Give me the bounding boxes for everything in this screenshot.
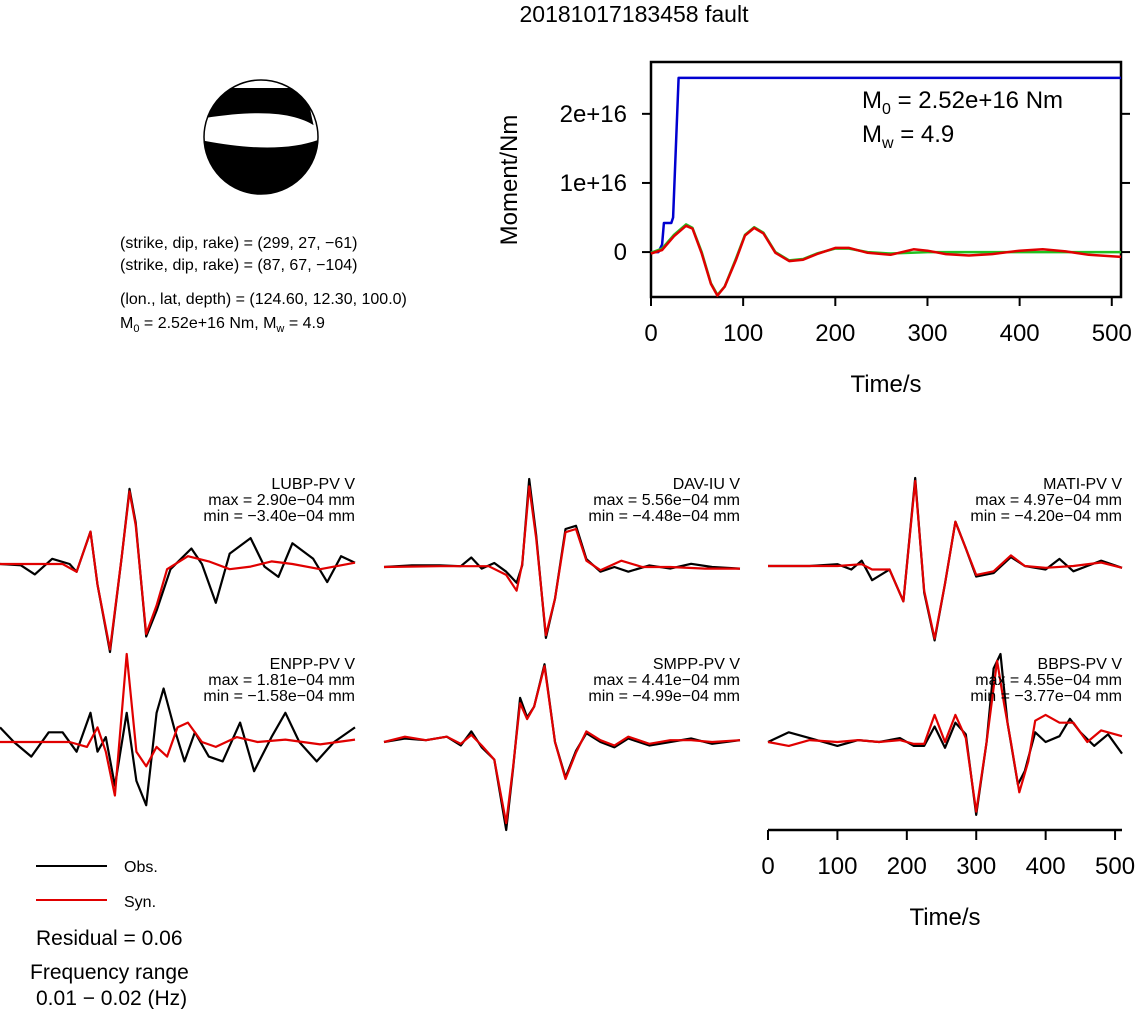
moment-plot-series — [650, 76, 1122, 297]
moment-plot-axes: 0 100 200 300 400 500 0 1e+16 2e+16 — [560, 101, 1132, 347]
legend-obs-label: Obs. — [124, 859, 158, 876]
mechanism-line-4: M0 = 2.52e+16 Nm, Mw = 4.9 — [120, 315, 325, 335]
mechanism-line-2: (strike, dip, rake) = (87, 67, −104) — [120, 257, 357, 274]
dav-iu-v-station-label: DAV-IU V — [673, 476, 741, 493]
moment-rate-green-line — [650, 223, 1121, 297]
moment-plot: 0 100 200 300 400 500 0 1e+16 2e+16 Moment/Nm Ti… — [496, 60, 1132, 398]
mechanism-line-3: (lon., lat, depth) = (124.60, 12.30, 100… — [120, 291, 407, 308]
moment-x-tick-label: 300 — [907, 320, 947, 347]
mati-pv-v-max-label: max = 4.97e−04 mm — [975, 492, 1122, 509]
moment-plot-ylabel: Moment/Nm — [496, 115, 523, 246]
lubp-pv-v-station-label: LUBP-PV V — [271, 476, 355, 493]
moment-plot-frame — [649, 60, 1123, 299]
bbps-pv-v-min-label: min = −3.77e−04 mm — [970, 688, 1122, 705]
mati-pv-v-synthetic-trace — [768, 479, 1123, 640]
frequency-range-value: 0.01 − 0.02 (Hz) — [36, 987, 187, 1009]
moment-y-tick-label: 2e+16 — [560, 101, 627, 128]
bbps-pv-v-station-label: BBPS-PV V — [1038, 656, 1123, 673]
time-axis-tick-label: 400 — [1026, 853, 1066, 880]
mati-pv-v-station-label: MATI-PV V — [1043, 476, 1122, 493]
mati-pv-v-min-label: min = −4.20e−04 mm — [970, 508, 1122, 525]
bbps-pv-v-synthetic-trace — [767, 659, 1123, 813]
moment-y-tick-label: 0 — [614, 239, 627, 266]
smpp-pv-v-max-label: max = 4.41e−04 mm — [593, 672, 740, 689]
moment-x-tick-label: 100 — [723, 320, 763, 347]
beachball-icon — [203, 79, 319, 195]
time-axis-tick-label: 200 — [887, 853, 927, 880]
moment-plot-m0-annotation: M0 = 2.52e+16 Nm — [862, 87, 1063, 118]
moment-rate-red-line — [650, 224, 1122, 297]
mechanism-info: (strike, dip, rake) = (299, 27, −61) (st… — [120, 235, 407, 335]
time-axis-tick-label: 500 — [1095, 853, 1135, 880]
dav-iu-v-observed-trace — [383, 477, 741, 639]
dav-iu-v-min-label: min = −4.48e−04 mm — [588, 508, 740, 525]
smpp-pv-v-min-label: min = −4.99e−04 mm — [588, 688, 740, 705]
time-axis-tick-label: 300 — [956, 853, 996, 880]
dav-iu-v-max-label: max = 5.56e−04 mm — [593, 492, 740, 509]
lubp-pv-v-min-label: min = −3.40e−04 mm — [203, 508, 355, 525]
enpp-pv-v-min-label: min = −1.58e−04 mm — [203, 688, 355, 705]
smpp-pv-v-station-label: SMPP-PV V — [653, 656, 740, 673]
lubp-pv-v-synthetic-trace — [0, 490, 356, 651]
enpp-pv-v-observed-trace — [0, 687, 356, 807]
moment-plot-mw-annotation: Mw = 4.9 — [862, 121, 954, 152]
moment-x-tick-label: 200 — [815, 320, 855, 347]
moment-x-tick-label: 0 — [644, 320, 657, 347]
mechanism-line-1: (strike, dip, rake) = (299, 27, −61) — [120, 235, 357, 252]
time-axis-tick-label: 100 — [817, 853, 857, 880]
dav-iu-v-synthetic-trace — [383, 485, 740, 637]
moment-x-tick-label: 400 — [1000, 320, 1040, 347]
moment-y-tick-label: 1e+16 — [560, 170, 627, 197]
figure-title: 20181017183458 fault — [520, 1, 750, 27]
legend-syn-label: Syn. — [124, 894, 156, 911]
waveform-time-axis-label: Time/s — [909, 904, 980, 931]
bbps-pv-v-max-label: max = 4.55e−04 mm — [975, 672, 1122, 689]
frequency-range-title: Frequency range — [30, 961, 189, 984]
lubp-pv-v-max-label: max = 2.90e−04 mm — [208, 492, 355, 509]
moment-x-tick-label: 500 — [1092, 320, 1132, 347]
residual-label: Residual = 0.06 — [36, 927, 183, 950]
smpp-pv-v-synthetic-trace — [383, 665, 741, 825]
moment-plot-xlabel: Time/s — [850, 371, 921, 398]
legend: Obs. Syn. Residual = 0.06 Frequency rang… — [30, 859, 189, 1009]
enpp-pv-v-max-label: max = 1.81e−04 mm — [208, 672, 355, 689]
time-axis-tick-label: 0 — [761, 853, 774, 880]
waveform-time-axis: Time/s 0 100 200 300 400 500 — [761, 828, 1135, 931]
enpp-pv-v-synthetic-trace — [0, 652, 356, 797]
enpp-pv-v-station-label: ENPP-PV V — [270, 656, 356, 673]
lubp-pv-v-observed-trace — [0, 487, 356, 654]
